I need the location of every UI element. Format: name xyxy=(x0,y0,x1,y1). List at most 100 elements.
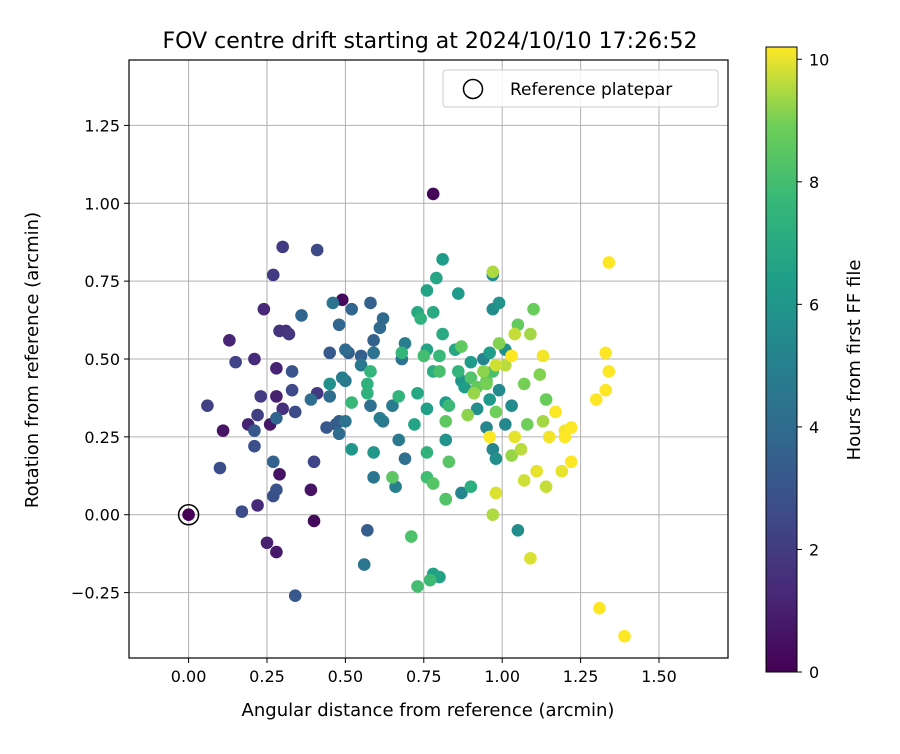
data-point xyxy=(539,393,553,406)
data-point xyxy=(599,383,612,397)
legend-label: Reference platepar xyxy=(510,80,672,100)
data-point xyxy=(486,265,500,279)
data-point xyxy=(599,346,612,360)
colorbar-gradient xyxy=(765,46,798,673)
data-point xyxy=(442,399,456,413)
y-axis-label: Rotation from reference (arcmin) xyxy=(22,212,43,508)
data-point xyxy=(285,383,299,397)
colorbar-tick-label: 6 xyxy=(809,295,819,314)
data-point xyxy=(354,349,368,363)
data-point xyxy=(364,399,377,413)
x-tick-label: 1.00 xyxy=(484,667,520,686)
x-tick-label: 1.25 xyxy=(563,667,599,686)
data-point xyxy=(304,393,318,406)
data-point xyxy=(489,452,503,465)
data-point xyxy=(436,253,449,266)
data-point xyxy=(201,399,214,413)
data-point xyxy=(426,477,440,490)
data-point xyxy=(273,467,286,481)
data-point xyxy=(461,408,475,422)
x-axis-label: Angular distance from reference (arcmin) xyxy=(242,700,615,721)
data-point xyxy=(483,393,496,406)
data-point xyxy=(251,408,264,422)
y-tick-label: 0.25 xyxy=(84,428,120,447)
data-point xyxy=(398,452,412,465)
data-point xyxy=(345,302,358,316)
data-point xyxy=(451,365,465,378)
data-point xyxy=(430,271,443,285)
data-point xyxy=(282,327,296,341)
data-point xyxy=(555,464,569,478)
data-point xyxy=(361,524,374,537)
data-point xyxy=(345,396,358,409)
data-point xyxy=(404,530,418,543)
data-point xyxy=(288,405,302,419)
data-point xyxy=(248,424,261,437)
data-point xyxy=(367,334,380,347)
data-point xyxy=(602,365,616,378)
data-point xyxy=(492,296,506,310)
x-axis-ticks: 0.00 0.25 0.50 0.75 1.00 1.25 1.50 xyxy=(171,658,677,686)
legend-reference-marker xyxy=(462,78,484,100)
colorbar: 0 2 4 6 8 10 Hours from first FF file xyxy=(765,46,865,682)
data-point xyxy=(489,486,503,500)
data-point xyxy=(423,573,437,587)
data-point xyxy=(270,483,283,497)
data-points xyxy=(182,187,631,643)
data-point xyxy=(285,365,299,378)
data-point xyxy=(361,386,374,400)
data-point xyxy=(354,358,368,372)
data-point xyxy=(367,346,380,360)
data-point xyxy=(213,461,227,475)
data-point xyxy=(420,284,434,297)
data-point xyxy=(483,430,496,444)
data-point xyxy=(564,421,578,434)
data-point xyxy=(536,414,550,428)
data-point xyxy=(549,405,562,419)
x-tick-label: 0.75 xyxy=(406,667,442,686)
data-point xyxy=(345,443,358,456)
data-point xyxy=(326,296,340,310)
data-point xyxy=(505,449,518,462)
data-point xyxy=(533,368,547,381)
data-point xyxy=(335,371,349,384)
data-point xyxy=(433,365,446,378)
data-point xyxy=(248,352,261,366)
data-point xyxy=(470,402,484,416)
data-point xyxy=(520,418,534,431)
data-point xyxy=(367,471,380,484)
data-point xyxy=(408,418,421,431)
data-point xyxy=(307,455,321,469)
reference-marker xyxy=(177,503,200,526)
data-point xyxy=(323,390,337,403)
data-point xyxy=(364,296,377,310)
data-point xyxy=(386,399,399,413)
data-point xyxy=(411,580,424,593)
data-point xyxy=(505,399,518,413)
data-point xyxy=(492,383,506,397)
data-point xyxy=(539,480,553,493)
colorbar-tick-label: 8 xyxy=(809,173,819,192)
data-point xyxy=(530,464,543,478)
data-point xyxy=(182,508,195,522)
y-tick-label: −0.25 xyxy=(71,584,120,603)
data-point xyxy=(386,471,399,484)
data-point xyxy=(420,446,434,459)
data-point xyxy=(451,287,465,300)
data-point xyxy=(216,424,230,437)
data-point xyxy=(524,327,537,341)
data-point xyxy=(235,505,249,518)
data-point xyxy=(361,377,374,391)
data-point xyxy=(514,443,528,456)
data-point xyxy=(367,446,380,459)
data-point xyxy=(392,390,406,403)
data-point xyxy=(483,346,496,360)
data-point xyxy=(499,358,512,372)
data-point xyxy=(511,524,525,537)
data-point xyxy=(288,589,302,603)
data-point xyxy=(332,427,346,441)
data-point xyxy=(439,492,453,506)
data-point xyxy=(477,365,490,378)
colorbar-ticks: 0 2 4 6 8 10 xyxy=(797,50,829,682)
